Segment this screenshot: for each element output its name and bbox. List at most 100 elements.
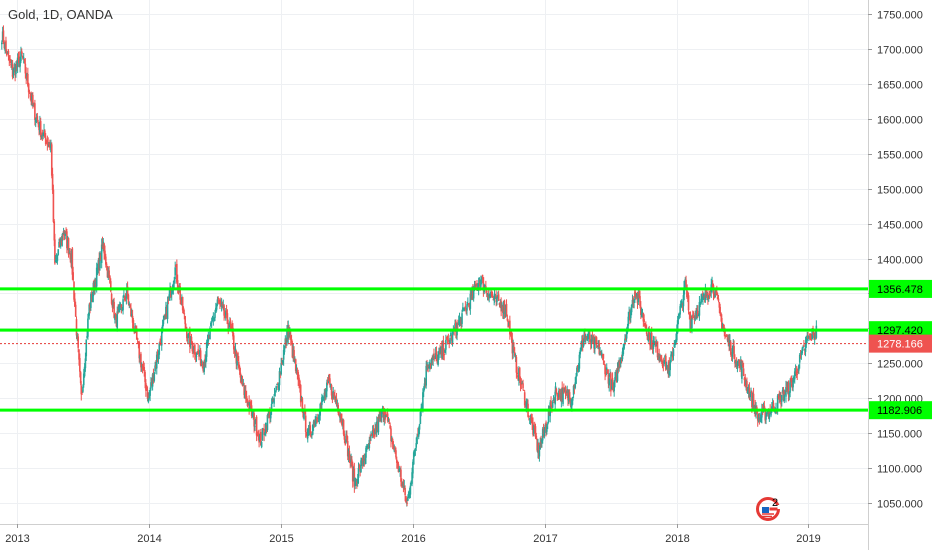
candle-body	[573, 384, 576, 389]
candle-body	[200, 361, 203, 363]
candle-body	[191, 341, 194, 352]
candle-body	[766, 410, 769, 413]
candle-body	[269, 409, 271, 418]
candle-body	[309, 425, 312, 434]
candle-body	[451, 329, 454, 343]
candle-body	[237, 352, 239, 362]
candle-body	[64, 231, 67, 236]
candle-body	[738, 362, 740, 364]
candle-body	[73, 281, 75, 300]
candle-body	[576, 367, 578, 376]
candle-body	[696, 310, 699, 316]
candle-body	[275, 386, 277, 391]
candle-body	[387, 420, 390, 422]
candle-body	[167, 299, 170, 301]
candle-body	[304, 415, 307, 433]
candle-body	[155, 366, 157, 368]
candle-body	[682, 295, 685, 307]
candle-body	[422, 389, 425, 393]
candle-body	[284, 338, 287, 345]
candle-body	[722, 326, 725, 330]
candle-body	[605, 372, 607, 374]
candle-body	[561, 387, 563, 402]
candle-body	[784, 391, 786, 395]
candle-body	[674, 341, 676, 343]
candle-body	[509, 334, 512, 336]
candle-body	[785, 385, 788, 388]
candle-body	[216, 299, 219, 305]
candle-body	[238, 366, 241, 371]
candle-body	[142, 366, 145, 370]
candle-body	[541, 439, 543, 443]
candle-body	[17, 56, 20, 58]
candle-body	[502, 300, 505, 315]
x-tick-label: 2016	[401, 533, 425, 545]
x-tick-label: 2018	[665, 533, 689, 545]
candle-body	[211, 320, 214, 322]
candle-body	[709, 293, 712, 295]
candle-body	[7, 50, 10, 55]
candle-body	[239, 372, 242, 378]
candle-body	[597, 346, 600, 349]
candle-body	[36, 116, 39, 121]
horizontal-levels[interactable]	[0, 287, 868, 412]
y-tick-label: 1750.000	[877, 10, 923, 22]
candle-body	[274, 390, 277, 392]
candle-body	[262, 429, 265, 431]
candle-body	[598, 343, 601, 355]
candle-body	[632, 298, 635, 304]
candle-body	[718, 302, 721, 308]
candle-body	[24, 63, 27, 74]
candle-body	[571, 396, 574, 401]
candle-body	[27, 73, 29, 86]
candle-body	[439, 350, 441, 354]
candle-body	[770, 410, 772, 416]
candle-body	[299, 385, 302, 403]
candle-body	[308, 425, 311, 431]
candle-body	[385, 414, 387, 418]
price-axis[interactable]: 1750.000 1700.000 1650.000 1600.000 1550.000…	[868, 10, 923, 511]
candle-body	[121, 308, 124, 310]
candle-body	[551, 401, 554, 408]
candle-body	[6, 51, 9, 53]
candle-body	[219, 301, 221, 304]
candle-body	[680, 301, 683, 304]
candle-body	[782, 390, 785, 401]
candle-body	[408, 492, 411, 494]
candle-body	[434, 352, 437, 360]
candle-body	[548, 410, 551, 416]
candle-body	[114, 314, 116, 320]
candle-body	[150, 382, 152, 389]
y-tick-label: 1150.000	[877, 429, 922, 441]
candle-body	[509, 320, 511, 335]
candle-body	[252, 412, 255, 415]
candle-body	[50, 144, 53, 176]
candle-body	[249, 401, 252, 406]
candle-body	[798, 354, 801, 363]
candle-body	[395, 450, 397, 458]
time-axis[interactable]: 2013 2014 2015 2016 2017 2018 2019	[5, 524, 821, 545]
candle-body	[5, 40, 7, 50]
candle-body	[469, 293, 472, 309]
candle-body	[767, 412, 770, 417]
candle-body	[437, 355, 439, 365]
candle-body	[552, 398, 555, 401]
candle-body	[87, 318, 89, 337]
candle-body	[295, 368, 298, 373]
candle-body	[389, 425, 391, 429]
candle-body	[333, 393, 335, 395]
candle-body	[370, 436, 372, 438]
candle-body	[311, 424, 314, 435]
candle-body	[560, 388, 563, 402]
candle-body	[48, 145, 50, 147]
candle-body	[363, 458, 366, 461]
candle-body	[391, 439, 393, 441]
candle-body	[345, 435, 347, 443]
candle-body	[544, 424, 547, 430]
candle-body	[529, 415, 532, 419]
candle-body	[97, 260, 100, 269]
candle-body	[136, 338, 139, 340]
candle-body	[524, 403, 527, 407]
candle-body	[403, 485, 406, 488]
